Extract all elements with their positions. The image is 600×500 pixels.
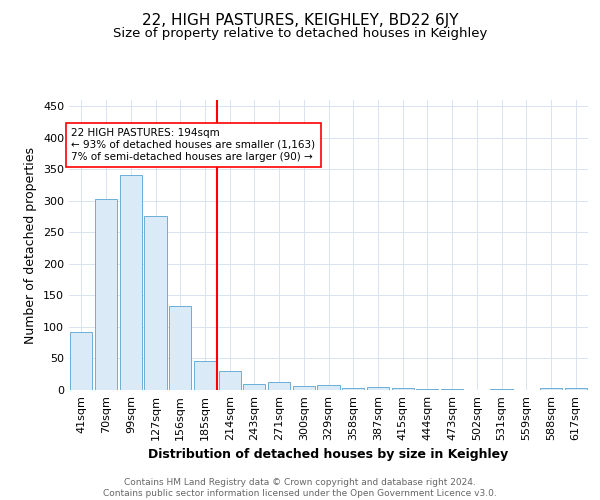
Bar: [392, 388, 414, 390]
Bar: [169, 306, 191, 390]
Bar: [342, 388, 364, 390]
Text: Contains HM Land Registry data © Crown copyright and database right 2024.
Contai: Contains HM Land Registry data © Crown c…: [103, 478, 497, 498]
Bar: [243, 384, 265, 390]
X-axis label: Distribution of detached houses by size in Keighley: Distribution of detached houses by size …: [148, 448, 509, 462]
Bar: [317, 385, 340, 390]
Text: 22, HIGH PASTURES, KEIGHLEY, BD22 6JY: 22, HIGH PASTURES, KEIGHLEY, BD22 6JY: [142, 12, 458, 28]
Bar: [268, 382, 290, 390]
Y-axis label: Number of detached properties: Number of detached properties: [25, 146, 37, 344]
Bar: [490, 388, 512, 390]
Bar: [95, 199, 117, 390]
Bar: [540, 388, 562, 390]
Text: Size of property relative to detached houses in Keighley: Size of property relative to detached ho…: [113, 28, 487, 40]
Bar: [194, 361, 216, 390]
Bar: [218, 371, 241, 390]
Text: 22 HIGH PASTURES: 194sqm
← 93% of detached houses are smaller (1,163)
7% of semi: 22 HIGH PASTURES: 194sqm ← 93% of detach…: [71, 128, 316, 162]
Bar: [367, 388, 389, 390]
Bar: [565, 388, 587, 390]
Bar: [70, 332, 92, 390]
Bar: [293, 386, 315, 390]
Bar: [145, 216, 167, 390]
Bar: [416, 388, 439, 390]
Bar: [119, 175, 142, 390]
